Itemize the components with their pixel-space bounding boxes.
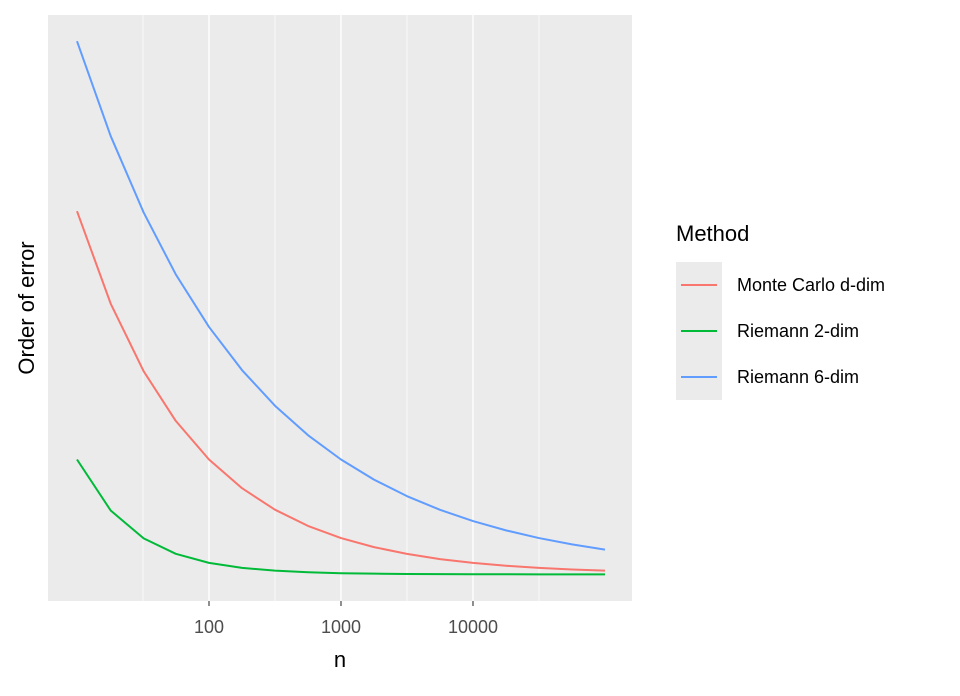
- legend-label: Riemann 2-dim: [737, 321, 859, 341]
- series-line: [76, 40, 606, 551]
- y-axis-label: Order of error: [14, 241, 39, 374]
- x-tick-label: 1000: [321, 617, 361, 637]
- lines: [76, 40, 606, 576]
- grid: [142, 15, 540, 601]
- legend-label: Riemann 6-dim: [737, 367, 859, 387]
- legend-label: Monte Carlo d-dim: [737, 275, 885, 295]
- axes: 100 1000 10000: [194, 601, 498, 637]
- panel: [48, 15, 632, 601]
- x-tick-label: 10000: [448, 617, 498, 637]
- x-tick-label: 100: [194, 617, 224, 637]
- legend: Method Monte Carlo d-dim Riemann 2-dim Rie…: [676, 221, 885, 400]
- series-line: [76, 210, 606, 572]
- series-line: [76, 458, 605, 576]
- legend-title: Method: [676, 221, 749, 246]
- x-axis-label: n: [334, 647, 346, 672]
